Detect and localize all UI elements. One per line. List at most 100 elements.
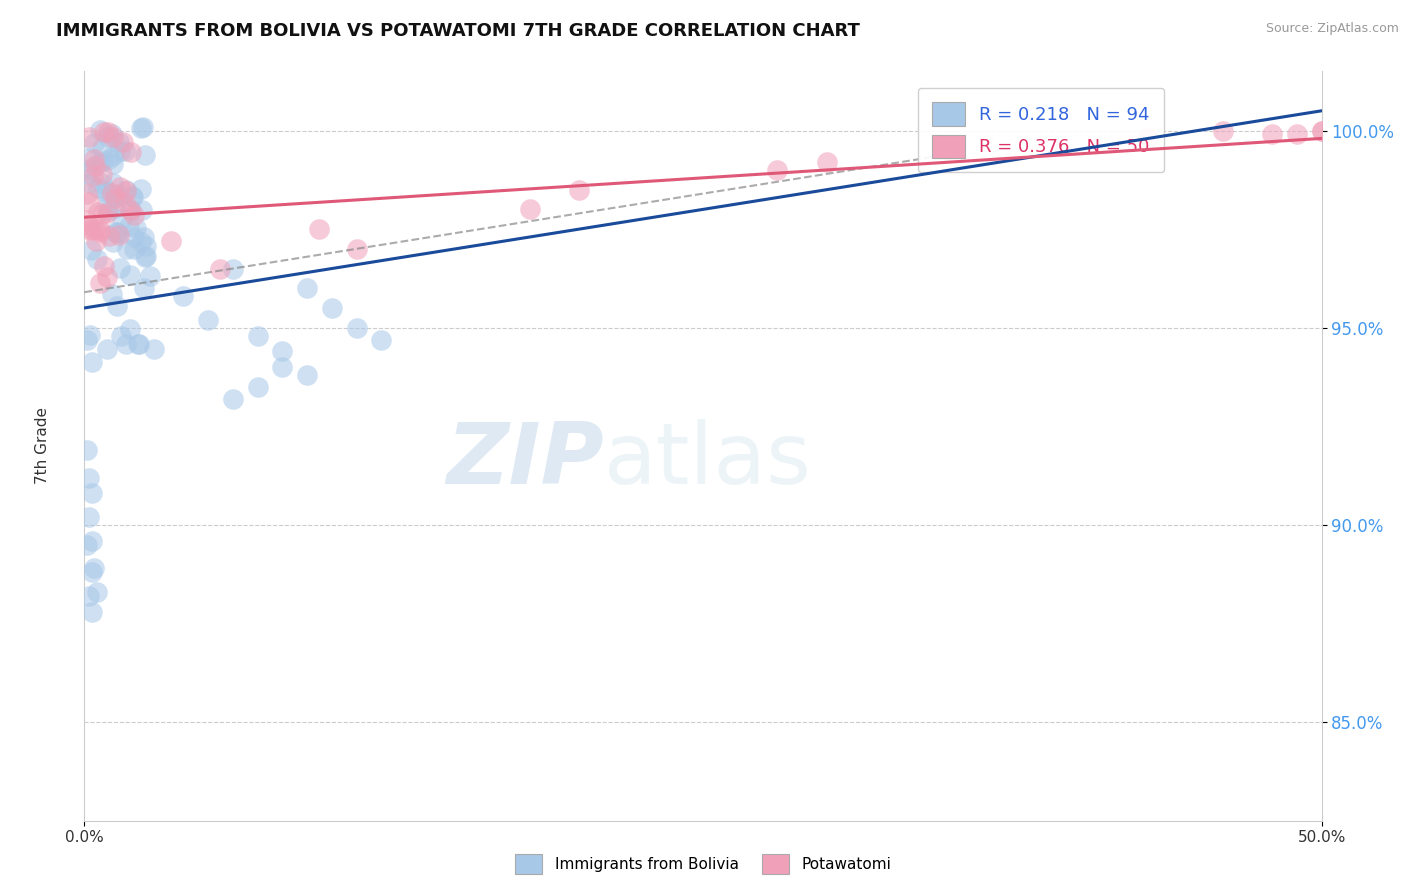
Point [77,218,100,232]
Text: ZIP: ZIP [446,419,605,502]
Point [1137,131,1160,145]
Point [127,336,149,351]
Point [79,589,101,603]
Point [1310,123,1333,137]
Point [91,141,114,155]
Point [104,191,127,205]
Point [346,242,368,256]
Point [83,561,105,575]
Point [76,167,98,181]
Point [115,183,138,197]
Point [105,225,128,239]
Point [519,202,541,217]
Point [97,125,120,139]
Point [1310,123,1333,137]
Point [91,167,114,181]
Point [122,208,145,222]
Point [101,130,124,145]
Point [87,204,110,219]
Point [83,152,105,166]
Point [131,235,153,249]
Point [80,355,103,369]
Point [172,289,194,303]
Point [110,329,132,343]
Point [82,169,104,183]
Point [86,234,108,248]
Point [97,153,120,167]
Point [76,212,98,227]
Point [124,230,146,244]
Point [114,337,136,351]
Point [96,206,118,220]
Point [197,313,219,327]
Point [134,148,156,162]
Point [246,328,269,343]
Point [120,203,142,218]
Point [90,176,112,190]
Point [134,250,156,264]
Point [101,286,124,301]
Point [93,186,115,200]
Point [93,126,115,140]
Point [79,222,101,236]
Point [89,122,111,136]
Point [79,328,101,343]
Point [346,320,368,334]
Point [79,222,101,236]
Point [134,230,156,244]
Point [77,129,100,144]
Point [370,333,392,347]
Point [96,269,118,284]
Point [104,225,127,239]
Point [86,252,108,267]
Point [93,259,115,273]
Point [128,336,150,351]
Point [97,129,120,144]
Point [79,510,101,524]
Point [118,219,141,233]
Point [83,222,105,236]
Point [308,222,330,236]
Point [1285,128,1308,142]
Point [86,585,108,599]
Point [271,344,294,359]
Point [89,225,111,239]
Point [87,155,110,169]
Point [104,189,127,203]
Point [80,244,103,258]
Point [104,188,127,202]
Point [321,301,343,315]
Point [122,190,145,204]
Point [118,322,141,336]
Point [80,605,103,619]
Point [129,121,152,136]
Point [91,206,114,220]
Point [101,235,124,249]
Point [129,182,152,196]
Text: 7th Grade: 7th Grade [35,408,49,484]
Point [107,228,129,243]
Point [107,188,129,202]
Point [103,201,125,215]
Point [111,212,134,227]
Point [80,486,103,500]
Point [120,202,142,217]
Point [97,198,120,212]
Point [108,180,131,194]
Point [79,176,101,190]
Point [108,260,131,275]
Point [103,148,125,162]
Point [1212,123,1234,137]
Point [101,176,124,190]
Point [79,470,101,484]
Point [125,221,148,235]
Point [815,155,838,169]
Point [143,343,166,357]
Point [122,242,145,256]
Point [76,538,98,552]
Text: IMMIGRANTS FROM BOLIVIA VS POTAWATOMI 7TH GRADE CORRELATION CHART: IMMIGRANTS FROM BOLIVIA VS POTAWATOMI 7T… [56,22,860,40]
Point [96,342,118,356]
Point [766,163,789,178]
Point [89,223,111,237]
Point [97,203,120,218]
